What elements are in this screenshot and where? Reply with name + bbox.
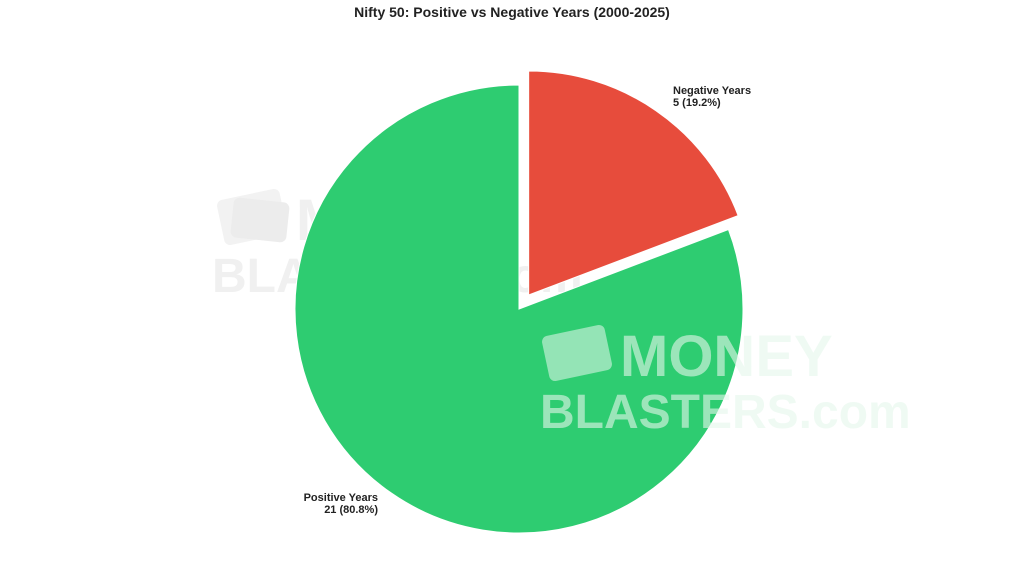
watermark-logo-icon [217, 188, 290, 246]
chart-title: Nifty 50: Positive vs Negative Years (20… [354, 4, 670, 20]
pie-slice-negative-years [528, 70, 739, 296]
slice-label: Positive Years 21 (80.8%) [304, 492, 379, 516]
watermark-line1: MONEY [620, 324, 833, 389]
watermark-line2: BLASTERS.com [540, 386, 911, 439]
slice-labels: Negative Years 5 (19.2%) Positive Years 21 … [304, 85, 751, 516]
pie-slices [294, 70, 744, 534]
slice-label: Negative Years 5 (19.2%) [673, 85, 751, 109]
watermark-logo-icon [542, 324, 612, 382]
watermark-bottom: MONEY BLASTERS.com [540, 324, 911, 439]
pie-slice-positive-years [294, 84, 744, 534]
